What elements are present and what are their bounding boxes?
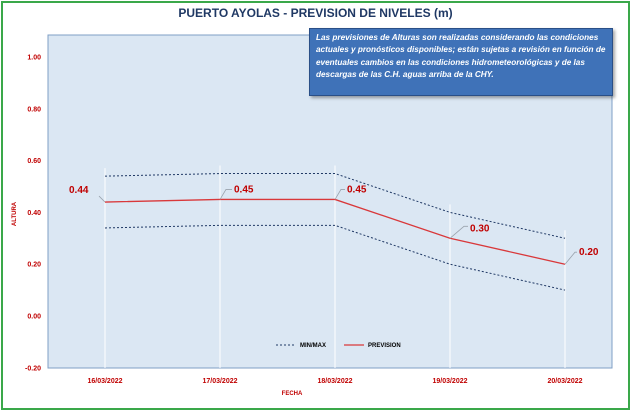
x-tick-label: 18/03/2022 — [317, 378, 352, 385]
data-label: 0.30 — [470, 223, 490, 234]
leader-line — [449, 225, 468, 239]
x-tick-label: 20/03/2022 — [547, 378, 582, 385]
y-tick-label: 0.60 — [27, 158, 41, 165]
legend: MIN/MAX PREVISION — [276, 343, 401, 349]
disclaimer-note: Las previsiones de Alturas son realizada… — [309, 28, 613, 96]
x-tick-label: 19/03/2022 — [432, 378, 467, 385]
y-axis-ticks: -0.20 0.00 0.20 0.40 0.60 0.80 1.00 — [25, 55, 41, 373]
y-tick-label: 1.00 — [27, 55, 41, 62]
y-tick-label: 0.40 — [27, 210, 41, 217]
leader-line — [98, 195, 106, 203]
series-max-line — [104, 173, 566, 239]
data-label: 0.45 — [234, 184, 254, 195]
label-leaders — [98, 189, 577, 265]
y-tick-label: 0.00 — [27, 314, 41, 321]
x-axis-label: FECHA — [282, 391, 303, 397]
y-tick-label: 0.20 — [27, 262, 41, 269]
legend-prevision-label: PREVISION — [368, 343, 401, 349]
x-axis-ticks: 16/03/2022 17/03/2022 18/03/2022 19/03/2022… — [87, 378, 582, 385]
leader-line — [334, 189, 345, 200]
x-tick-label: 16/03/2022 — [87, 378, 122, 385]
y-axis-label: ALTURA — [12, 201, 18, 226]
y-tick-label: -0.20 — [25, 365, 41, 372]
y-tick-label: 0.80 — [27, 106, 41, 113]
series-min-line — [104, 224, 566, 291]
data-label: 0.44 — [69, 185, 89, 196]
chart-title: PUERTO AYOLAS - PREVISION DE NIVELES (m) — [178, 6, 453, 20]
leader-line — [219, 189, 232, 200]
leader-line — [564, 251, 577, 265]
data-labels: 0.44 0.45 0.45 0.30 0.20 — [69, 184, 599, 258]
data-label: 0.20 — [579, 247, 599, 258]
legend-minmax-label: MIN/MAX — [300, 343, 326, 349]
data-label: 0.45 — [347, 184, 367, 195]
x-tick-label: 17/03/2022 — [202, 378, 237, 385]
